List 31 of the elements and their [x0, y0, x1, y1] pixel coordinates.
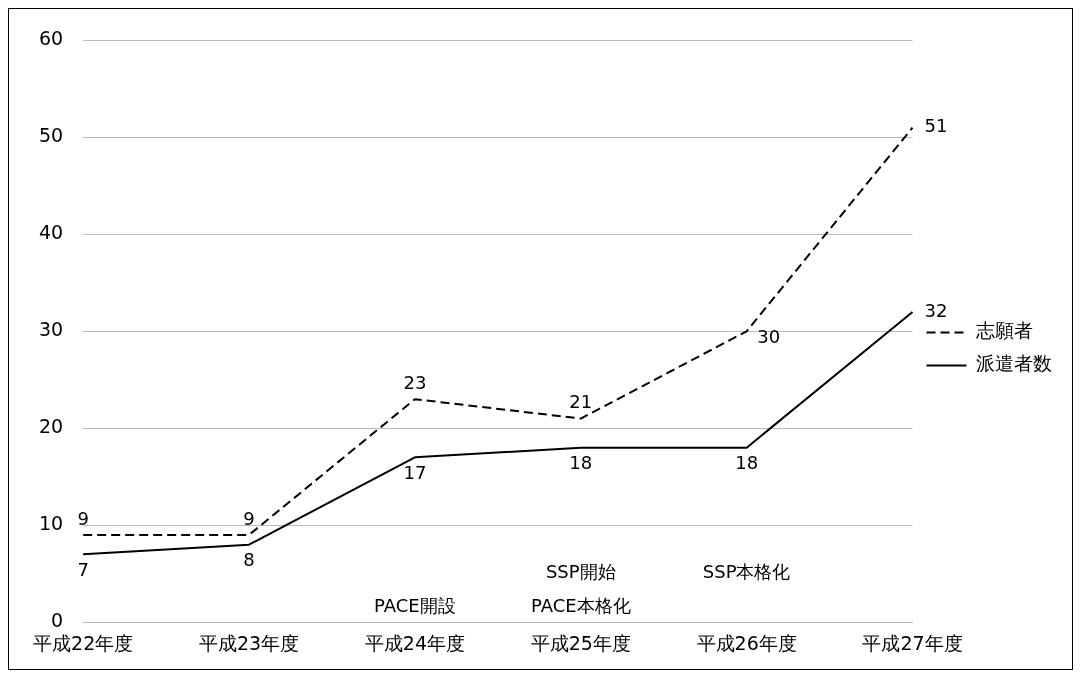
data-label: 32 — [924, 299, 948, 321]
data-label: 18 — [569, 452, 593, 474]
y-tick-label: 10 — [38, 512, 64, 535]
x-tick-label: 平成26年度 — [696, 631, 797, 654]
legend-label: 志願者 — [976, 319, 1033, 342]
data-label: 8 — [243, 549, 255, 571]
data-label: 9 — [77, 507, 89, 529]
annotation: SSP本格化 — [702, 561, 791, 583]
legend-label: 派遣者数 — [976, 352, 1052, 375]
data-label: 30 — [757, 325, 781, 347]
y-tick-label: 30 — [38, 318, 64, 341]
x-tick-label: 平成23年度 — [198, 631, 300, 654]
x-tick-label: 平成25年度 — [530, 631, 631, 654]
x-tick-label: 平成24年度 — [364, 631, 465, 654]
annotation: PACE開設 — [374, 595, 456, 617]
data-label: 23 — [403, 371, 427, 393]
annotation: SSP開始 — [545, 561, 616, 583]
y-tick-label: 0 — [51, 609, 64, 632]
y-tick-label: 20 — [38, 415, 64, 438]
x-tick-label: 平成27年度 — [862, 631, 963, 654]
data-label: 9 — [243, 507, 255, 529]
y-tick-label: 50 — [38, 124, 64, 147]
data-label: 7 — [77, 559, 89, 580]
data-label: 17 — [403, 462, 427, 484]
x-tick-label: 平成22年度 — [33, 631, 134, 654]
y-tick-label: 60 — [38, 27, 64, 50]
y-tick-label: 40 — [38, 221, 64, 244]
data-label: 51 — [924, 115, 948, 137]
annotation: PACE本格化 — [530, 595, 631, 617]
data-label: 18 — [735, 452, 759, 474]
data-label: 21 — [569, 391, 593, 413]
